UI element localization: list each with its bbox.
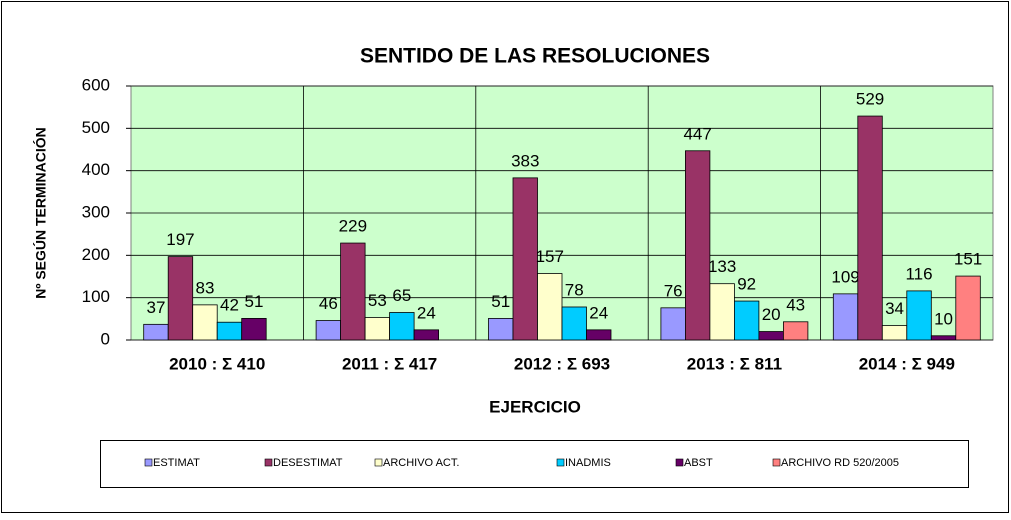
- y-tick-label: 100: [82, 287, 110, 306]
- bar: [586, 329, 612, 341]
- bar: [389, 312, 415, 341]
- legend-label: ARCHIVO ACT.: [383, 457, 459, 469]
- bar: [216, 321, 243, 341]
- data-label: 133: [708, 257, 736, 276]
- bar: [857, 115, 883, 341]
- bar: [734, 300, 760, 341]
- y-tick-label: 600: [82, 75, 110, 94]
- bar: [364, 317, 391, 341]
- bar: [143, 323, 169, 341]
- y-axis-label: Nº SEGÚN TERMINACIÓN: [32, 127, 49, 299]
- y-tick-label: 200: [82, 245, 110, 264]
- data-label: 24: [417, 303, 436, 322]
- bar: [340, 242, 366, 341]
- x-tick-label: 2011 : Σ 417: [342, 354, 437, 373]
- bar: [488, 318, 514, 341]
- bar: [660, 307, 686, 341]
- legend-swatch: [144, 458, 153, 467]
- legend-label: ABST: [684, 457, 713, 469]
- bar: [537, 273, 563, 341]
- bar: [881, 325, 908, 341]
- data-label: 20: [762, 305, 781, 324]
- y-tick-label: 400: [82, 160, 110, 179]
- bar: [906, 290, 932, 341]
- legend-label: DESESTIMAT: [273, 457, 343, 469]
- y-tick-label: 300: [82, 202, 110, 221]
- data-label: 53: [368, 291, 387, 310]
- legend-swatch: [772, 458, 781, 467]
- bar: [192, 304, 218, 341]
- data-label: 65: [392, 286, 411, 305]
- bar: [832, 293, 859, 341]
- data-label: 447: [683, 124, 711, 143]
- bar: [561, 306, 587, 341]
- legend-swatch: [675, 458, 684, 467]
- bar: [685, 150, 711, 341]
- data-label: 43: [786, 295, 805, 314]
- x-axis-label: EJERCICIO: [489, 397, 581, 416]
- data-label: 529: [856, 90, 884, 109]
- legend-swatch: [264, 458, 273, 467]
- legend-swatch: [374, 458, 383, 467]
- bar: [315, 320, 342, 341]
- y-tick-label: 500: [82, 118, 110, 137]
- data-label: 92: [737, 275, 756, 294]
- bar: [758, 331, 784, 341]
- legend: [100, 440, 969, 488]
- data-label: 37: [146, 298, 165, 317]
- y-tick-label: 0: [101, 329, 110, 348]
- data-label: 46: [319, 294, 338, 313]
- data-label: 83: [195, 278, 214, 297]
- data-label: 76: [664, 281, 683, 300]
- bar: [241, 318, 267, 341]
- data-label: 151: [954, 250, 982, 269]
- data-label: 157: [536, 247, 564, 266]
- data-label: 229: [339, 217, 367, 236]
- x-tick-label: 2014 : Σ 949: [859, 354, 955, 373]
- bar: [930, 335, 957, 341]
- bar: [167, 256, 194, 341]
- data-label: 51: [244, 292, 263, 311]
- bar: [512, 177, 538, 341]
- data-label: 109: [831, 267, 859, 286]
- legend-swatch: [556, 458, 565, 467]
- data-label: 42: [220, 296, 239, 315]
- chart-title: SENTIDO DE LAS RESOLUCIONES: [360, 45, 710, 68]
- bar: [709, 283, 735, 341]
- bar: [413, 329, 440, 341]
- data-label: 78: [565, 280, 584, 299]
- bar: [955, 275, 981, 341]
- data-label: 51: [491, 292, 510, 311]
- x-tick-label: 2010 : Σ 410: [169, 354, 265, 373]
- data-label: 34: [885, 299, 904, 318]
- legend-label: ARCHIVO RD 520/2005: [781, 457, 899, 469]
- data-label: 197: [166, 230, 194, 249]
- x-tick-label: 2013 : Σ 811: [687, 354, 782, 373]
- data-label: 10: [934, 309, 953, 328]
- data-label: 116: [905, 264, 932, 283]
- legend-label: ESTIMAT: [153, 457, 200, 469]
- data-label: 383: [511, 151, 539, 170]
- data-label: 24: [589, 303, 608, 322]
- legend-label: INADMIS: [565, 457, 611, 469]
- x-tick-label: 2012 : Σ 693: [514, 354, 610, 373]
- bar: [783, 321, 809, 341]
